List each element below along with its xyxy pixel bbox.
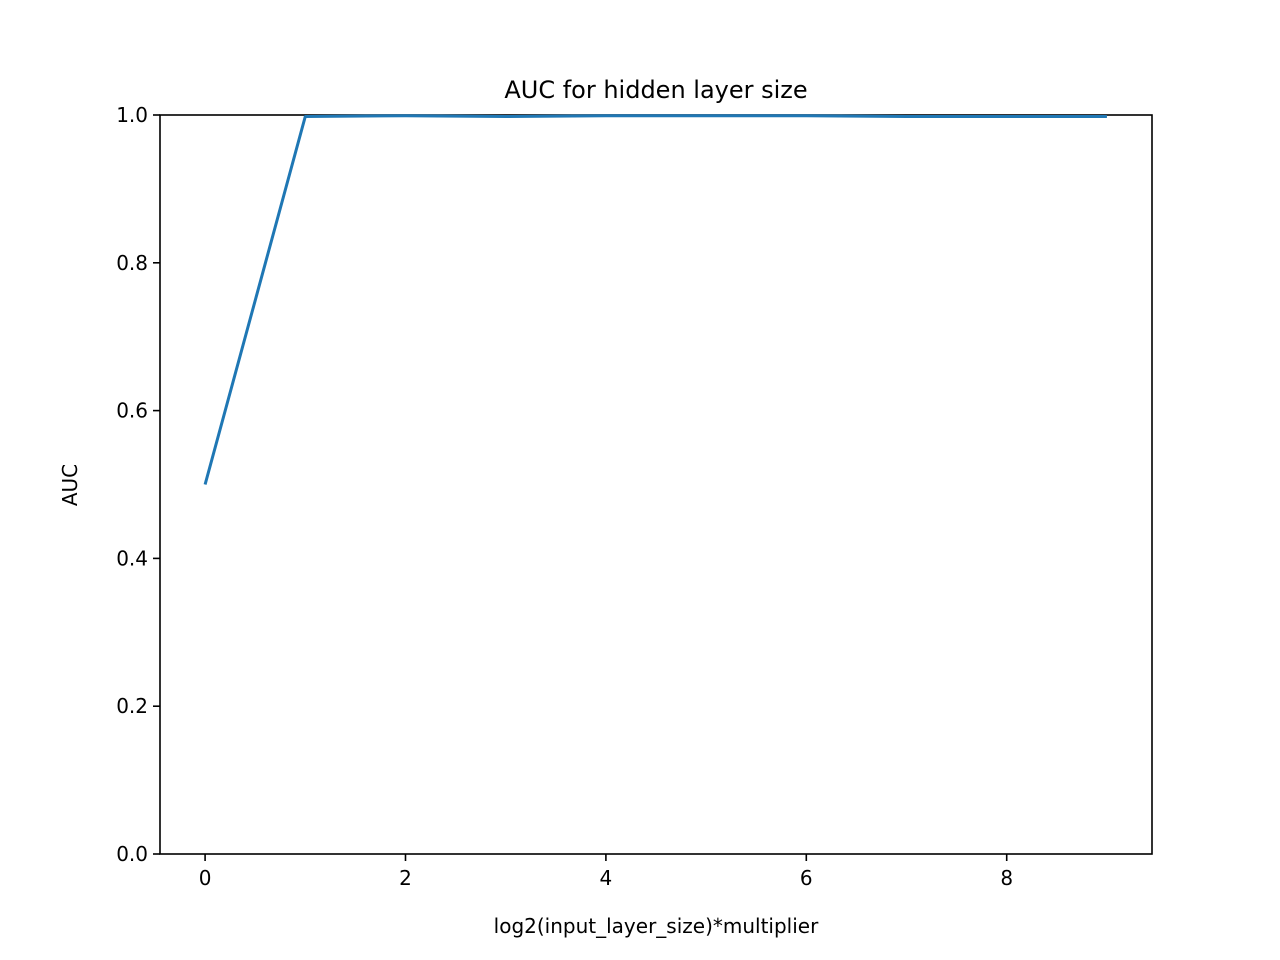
y-tick-label: 0.6	[116, 399, 148, 423]
chart-title: AUC for hidden layer size	[504, 76, 807, 104]
x-tick-label: 4	[600, 866, 613, 890]
series-line-0	[203, 114, 1107, 485]
y-tick-label: 1.0	[116, 103, 148, 127]
y-axis: 0.0 0.2 0.4 0.6 0.8 1.0	[116, 103, 160, 866]
x-axis: 0 2 4 6 8	[199, 854, 1013, 890]
plot-area	[159, 114, 1153, 855]
x-tick-label: 6	[800, 866, 813, 890]
x-tick-label: 8	[1000, 866, 1013, 890]
x-tick-label: 0	[199, 866, 212, 890]
y-tick-label: 0.4	[116, 546, 148, 570]
y-tick-label: 0.8	[116, 251, 148, 275]
y-axis-label: AUC	[58, 464, 82, 506]
y-tick-label: 0.0	[116, 842, 148, 866]
y-tick-label: 0.2	[116, 694, 148, 718]
series-layer	[203, 114, 1107, 485]
x-axis-label: log2(input_layer_size)*multiplier	[494, 914, 819, 938]
x-tick-label: 2	[399, 866, 412, 890]
plot-frame	[159, 114, 1153, 855]
